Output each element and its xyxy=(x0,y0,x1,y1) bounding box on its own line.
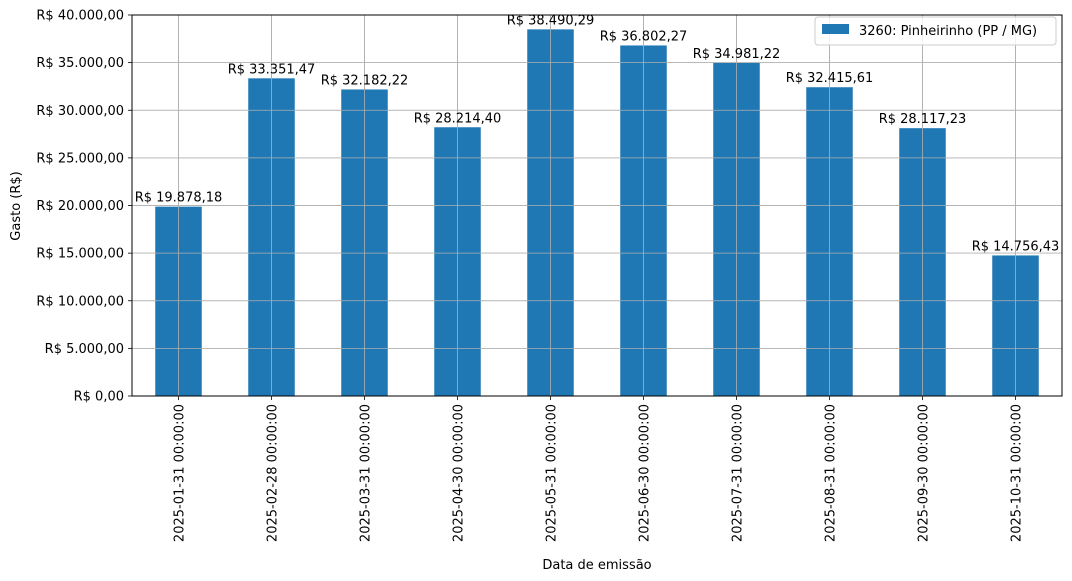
bar-value-label: R$ 38.490,29 xyxy=(507,13,595,28)
x-tick-label: 2025-01-31 00:00:00 xyxy=(173,404,188,542)
bar-value-label: R$ 36.802,27 xyxy=(600,29,688,44)
x-tick-label: 2025-05-31 00:00:00 xyxy=(545,404,560,542)
y-tick-label: R$ 20.000,00 xyxy=(36,199,124,214)
y-axis-label: Gasto (R$) xyxy=(9,171,24,240)
x-tick-label: 2025-06-30 00:00:00 xyxy=(638,404,653,542)
y-tick-label: R$ 25.000,00 xyxy=(36,151,124,166)
y-axis: R$ 0,00 R$ 5.000,00 R$ 10.000,00 R$ 15.000,… xyxy=(36,9,132,405)
bar-value-label: R$ 34.981,22 xyxy=(693,47,781,62)
x-tick-label: 2025-08-31 00:00:00 xyxy=(824,404,839,542)
legend: 3260: Pinheirinho (PP / MG) xyxy=(814,16,1057,46)
bar-value-label: R$ 33.351,47 xyxy=(228,62,316,77)
x-axis-label: Data de emissão xyxy=(542,558,651,573)
y-tick-label: R$ 5.000,00 xyxy=(45,342,124,357)
legend-label: 3260: Pinheirinho (PP / MG) xyxy=(859,24,1037,39)
x-axis: 2025-01-31 00:00:00 2025-02-28 00:00:00 20… xyxy=(173,396,1025,542)
x-tick-label: 2025-02-28 00:00:00 xyxy=(266,404,281,542)
bar-value-label: R$ 19.878,18 xyxy=(135,191,223,206)
legend-frame xyxy=(814,16,1057,46)
x-tick-label: 2025-04-30 00:00:00 xyxy=(452,404,467,542)
y-tick-label: R$ 10.000,00 xyxy=(36,294,124,309)
y-tick-label: R$ 40.000,00 xyxy=(36,9,124,24)
x-tick-label: 2025-10-31 00:00:00 xyxy=(1010,404,1025,542)
data-labels: R$ 19.878,18 R$ 33.351,47 R$ 32.182,22 R$ 2… xyxy=(135,13,1060,254)
legend-swatch xyxy=(822,24,849,34)
y-tick-label: R$ 0,00 xyxy=(74,390,124,405)
x-tick-label: 2025-03-31 00:00:00 xyxy=(359,404,374,542)
bar-value-label: R$ 14.756,43 xyxy=(972,239,1060,254)
y-tick-label: R$ 35.000,00 xyxy=(36,56,124,71)
bar-value-label: R$ 28.214,40 xyxy=(414,111,502,126)
y-tick-label: R$ 15.000,00 xyxy=(36,247,124,262)
x-tick-label: 2025-07-31 00:00:00 xyxy=(731,404,746,542)
x-tick-label: 2025-09-30 00:00:00 xyxy=(917,404,932,542)
bar-value-label: R$ 32.182,22 xyxy=(321,73,409,88)
bar-value-label: R$ 28.117,23 xyxy=(879,112,967,127)
y-tick-label: R$ 30.000,00 xyxy=(36,104,124,119)
bar-value-label: R$ 32.415,61 xyxy=(786,71,874,86)
